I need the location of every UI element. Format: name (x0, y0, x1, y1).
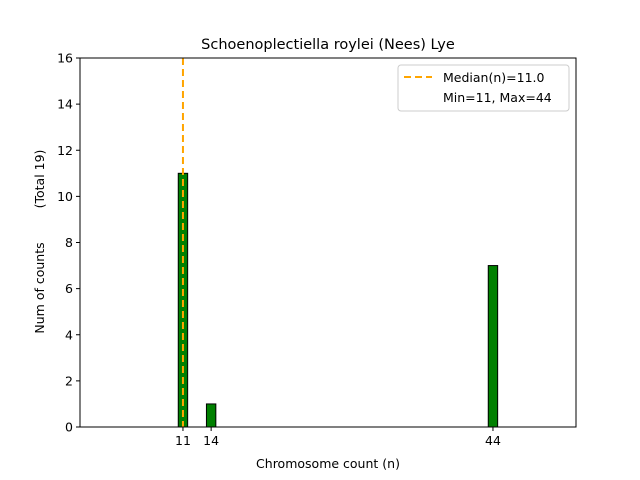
x-tick-label: 44 (485, 433, 501, 448)
y-tick-label: 6 (65, 281, 73, 296)
y-tick-label: 12 (57, 143, 73, 158)
legend-box (397, 64, 570, 112)
y-tick-label: 8 (65, 235, 73, 250)
y-tick-label: 0 (65, 420, 73, 435)
x-axis-label: Chromosome count (n) (256, 456, 400, 471)
y-axis-total-label: (Total 19) (32, 150, 47, 209)
plot-frame (79, 57, 577, 428)
y-axis-label: Num of counts (32, 242, 47, 333)
y-tick-label: 2 (65, 373, 73, 388)
legend-median-label: Median(n)=11.0 (443, 70, 544, 85)
y-tick-label: 14 (57, 97, 73, 112)
x-tick-label: 11 (175, 433, 191, 448)
legend-minmax-label: Min=11, Max=44 (443, 90, 552, 105)
y-tick-label: 4 (65, 327, 73, 342)
bar-14 (205, 403, 217, 428)
x-tick-label: 14 (203, 433, 219, 448)
legend: Median(n)=11.0 Min=11, Max=44 (397, 64, 570, 112)
chart-title: Schoenoplectiella roylei (Nees) Lye (201, 37, 455, 53)
y-tick-label: 10 (57, 189, 73, 204)
y-tick-label: 16 (57, 51, 73, 66)
bar-44 (487, 265, 499, 428)
